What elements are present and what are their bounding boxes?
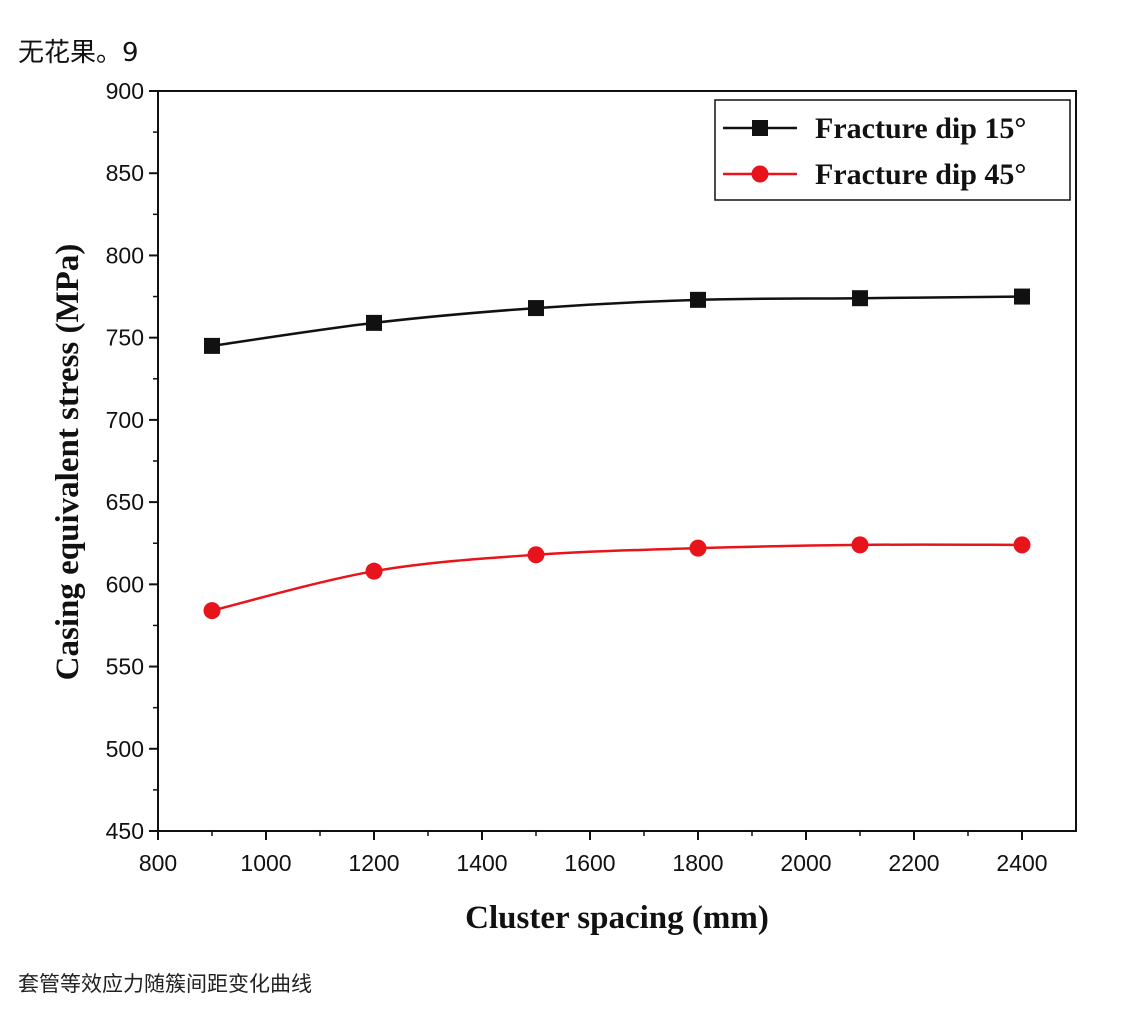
legend-marker-circle <box>751 165 769 183</box>
y-tick-label: 850 <box>106 160 144 186</box>
x-tick-label: 2400 <box>996 850 1047 876</box>
figure-caption: 套管等效应力随簇间距变化曲线 <box>18 972 312 996</box>
legend-box <box>714 99 1071 201</box>
x-tick-label: 1200 <box>348 850 399 876</box>
y-tick-label: 700 <box>106 407 144 433</box>
y-tick-label: 800 <box>106 242 144 268</box>
data-point-square <box>366 314 382 331</box>
x-tick-label: 1800 <box>672 850 723 876</box>
x-tick-label: 2200 <box>888 850 939 876</box>
x-tick-label: 1600 <box>564 850 615 876</box>
data-point-circle <box>203 602 221 620</box>
x-tick-label: 800 <box>139 850 177 876</box>
data-point-square <box>690 291 706 308</box>
x-tick-label: 1000 <box>240 850 291 876</box>
figure-header: 无花果。9 <box>18 38 139 68</box>
x-tick-label: 2000 <box>780 850 831 876</box>
legend-label: Fracture dip 15° <box>815 112 1026 145</box>
y-axis-title: Casing equivalent stress (MPa) <box>50 244 86 681</box>
x-tick-label: 1400 <box>456 850 507 876</box>
data-point-circle <box>851 536 869 554</box>
series-line-2 <box>211 543 1023 612</box>
y-tick-label: 600 <box>106 571 144 597</box>
x-axis-title: Cluster spacing (mm) <box>465 900 769 936</box>
data-point-square <box>204 337 220 354</box>
data-point-circle <box>365 562 383 580</box>
series-line-1 <box>211 295 1023 348</box>
data-point-square <box>1014 288 1030 305</box>
y-tick-label: 750 <box>106 325 144 351</box>
legend-marker-square <box>752 120 768 136</box>
data-point-circle <box>689 539 707 557</box>
legend-label: Fracture dip 45° <box>815 158 1026 191</box>
data-point-square <box>528 300 544 317</box>
plot-area-frame <box>157 90 1077 832</box>
y-tick-label: 450 <box>106 818 144 844</box>
data-point-square <box>852 290 868 307</box>
y-tick-label: 650 <box>106 489 144 515</box>
y-tick-label: 900 <box>106 78 144 104</box>
data-point-circle <box>1013 536 1031 554</box>
y-tick-label: 550 <box>106 654 144 680</box>
data-point-circle <box>527 546 545 564</box>
y-tick-label: 500 <box>106 736 144 762</box>
